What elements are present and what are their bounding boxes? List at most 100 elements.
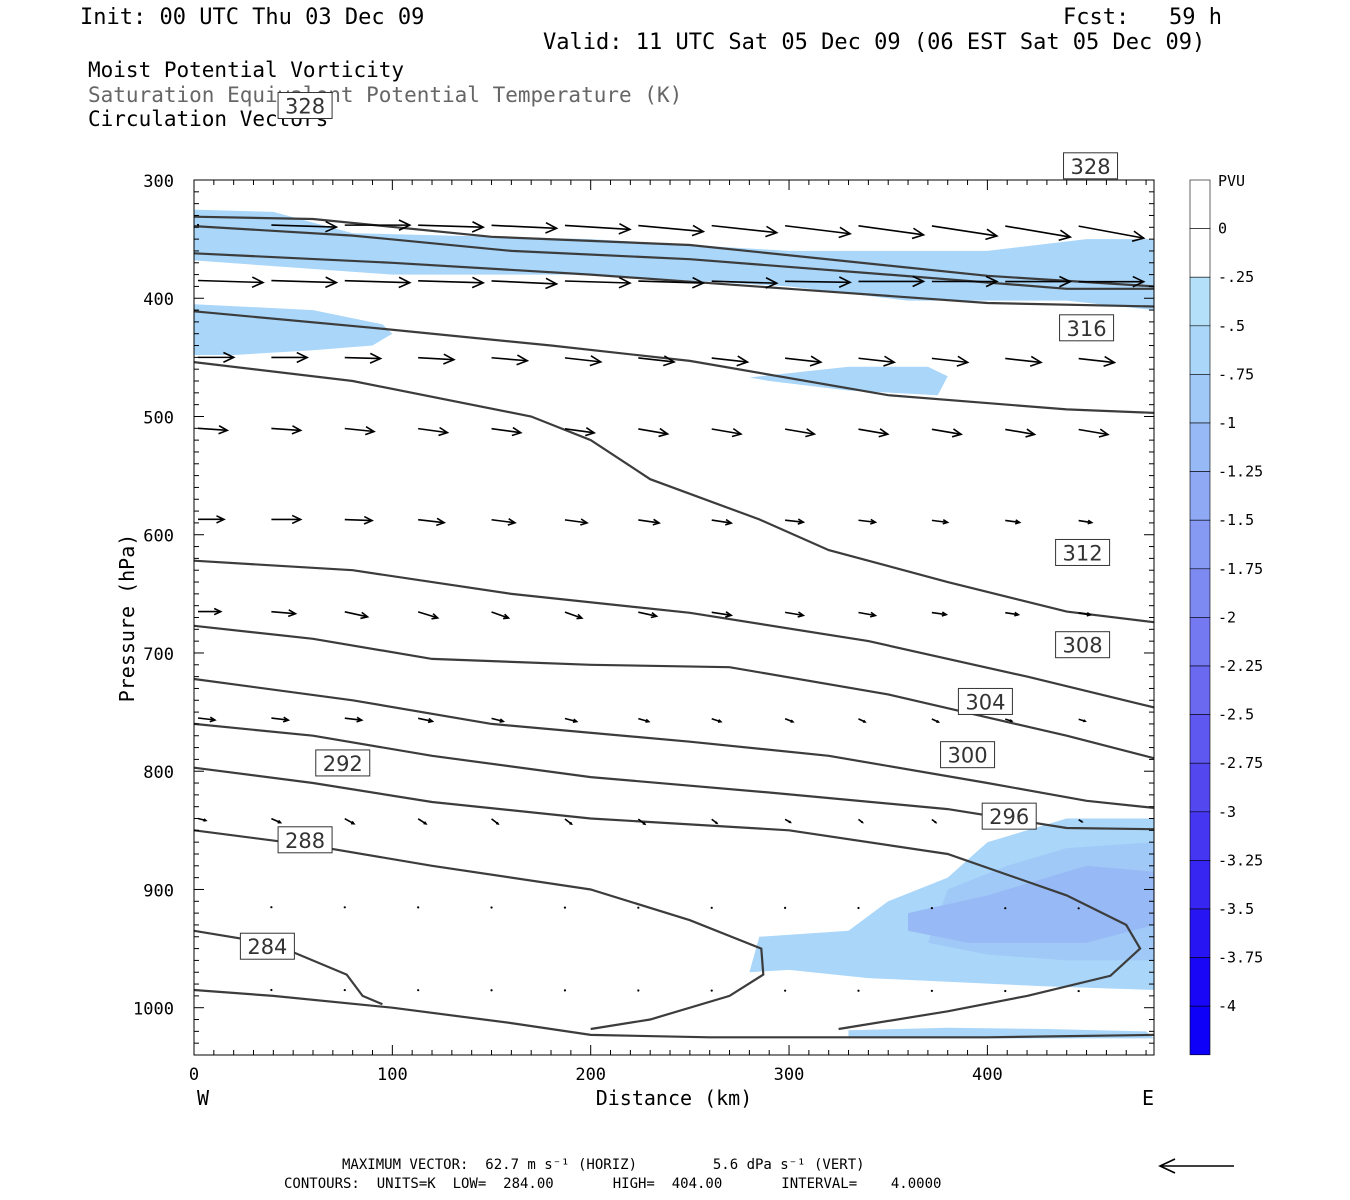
init-time: Init: 00 UTC Thu 03 Dec 09 <box>80 5 425 30</box>
vector-dot <box>563 989 567 992</box>
vector-head <box>956 355 970 367</box>
vector-shaft <box>197 717 215 721</box>
theta-es-contour <box>194 559 1154 709</box>
vector-shaft <box>564 224 630 231</box>
contour-label-box <box>981 802 1037 830</box>
vector-head <box>350 820 356 825</box>
vector-shaft <box>564 280 630 284</box>
vector-head <box>1132 275 1146 288</box>
contour-label: 312 <box>1063 541 1103 565</box>
y-tick-label: 500 <box>143 408 174 428</box>
colorbar-swatch <box>1189 325 1211 375</box>
vector-dot <box>1004 989 1007 993</box>
pv-region <box>194 304 393 355</box>
vector-head <box>356 716 364 723</box>
vector-shaft <box>344 356 381 360</box>
vector-head <box>576 613 584 620</box>
vector-shaft <box>344 611 368 618</box>
colorbar-swatch <box>1189 957 1211 1007</box>
vector-head <box>213 607 223 616</box>
y-tick-label: 800 <box>143 763 174 783</box>
vector-head <box>809 355 823 367</box>
vector-head <box>360 611 370 620</box>
vector-head <box>985 275 999 288</box>
vector-dot <box>563 906 567 909</box>
vector-shaft <box>931 357 968 364</box>
vector-shaft <box>1078 611 1091 616</box>
vector-shaft <box>1005 428 1035 436</box>
vector-head <box>658 427 670 438</box>
vector-shaft <box>344 518 373 522</box>
circulation-vectors <box>196 219 1146 993</box>
colorbar-swatch <box>1189 860 1211 910</box>
vector-head <box>545 222 559 234</box>
vector-dot <box>1077 989 1080 993</box>
colorbar-swatch <box>1189 276 1211 327</box>
vector-head <box>282 716 291 723</box>
vector-head <box>443 353 456 365</box>
vector-shaft <box>784 428 815 435</box>
vector-head <box>287 609 298 618</box>
vector-shaft <box>344 427 375 433</box>
vector-shaft <box>931 519 948 524</box>
vector-head <box>545 277 559 290</box>
vector-shaft <box>491 356 528 362</box>
vector-head <box>985 228 999 241</box>
vector-dot <box>710 906 713 909</box>
contour-label-box <box>957 687 1013 715</box>
vector-dot <box>784 989 787 992</box>
vector-dot <box>930 906 933 910</box>
vector-shaft <box>711 224 777 234</box>
vector-dot <box>857 906 860 910</box>
colorbar-level: -1.75 <box>1218 560 1263 578</box>
vector-shaft <box>564 428 595 434</box>
pv-region <box>908 865 1154 943</box>
vector-head <box>431 613 440 620</box>
contour-label: 316 <box>1067 317 1107 341</box>
vector-shaft <box>564 611 583 619</box>
vector-shaft <box>931 225 998 237</box>
vector-head <box>942 518 950 525</box>
vector-dot <box>417 906 420 909</box>
vector-head <box>585 427 597 437</box>
theta-es-contour <box>194 310 1154 414</box>
vector-head <box>1098 428 1110 438</box>
colorbar-level: -.25 <box>1218 268 1254 286</box>
west-label: W <box>197 1086 210 1110</box>
forecast-hour: Fcst: 59 h <box>1063 5 1222 30</box>
vector-shaft <box>418 427 448 434</box>
vector-shaft <box>564 357 601 363</box>
vector-head <box>325 220 339 233</box>
vector-head <box>797 518 806 525</box>
vector-head <box>862 719 867 723</box>
vector-head <box>652 518 661 526</box>
vector-head <box>618 276 632 289</box>
theta-es-contour <box>194 988 1154 1039</box>
theta-es-contour <box>194 252 1154 308</box>
vector-shaft <box>711 280 777 285</box>
vector-head <box>216 515 226 524</box>
contour-label: 300 <box>948 744 988 768</box>
vector-head <box>291 514 303 525</box>
vector-shaft <box>271 717 289 721</box>
field-theta-es: Saturation Equivalent Potential Temperat… <box>88 83 683 107</box>
contour-label: 328 <box>1070 155 1110 179</box>
contour-label-box <box>277 826 333 854</box>
vector-dot <box>1004 907 1007 910</box>
vector-head <box>1029 355 1043 367</box>
vector-shaft <box>785 519 804 523</box>
vector-head <box>725 611 734 618</box>
contour-label-box <box>1059 314 1115 342</box>
vector-shaft <box>638 280 704 284</box>
vector-shaft <box>638 357 675 363</box>
vector-dot <box>857 989 860 992</box>
vector-head <box>912 275 926 288</box>
vector-shaft <box>1005 519 1020 524</box>
vector-head <box>398 219 412 231</box>
pv-colorbar: PVU 0 -.25 -.5 -.75 -1 -1.25 -1.5 -1.75 -2 -2.25 -2… <box>1189 172 1263 1056</box>
colorbar-swatch <box>1189 1005 1211 1056</box>
vector-shaft <box>858 225 924 236</box>
vector-head <box>511 426 523 437</box>
vector-head <box>251 276 265 289</box>
